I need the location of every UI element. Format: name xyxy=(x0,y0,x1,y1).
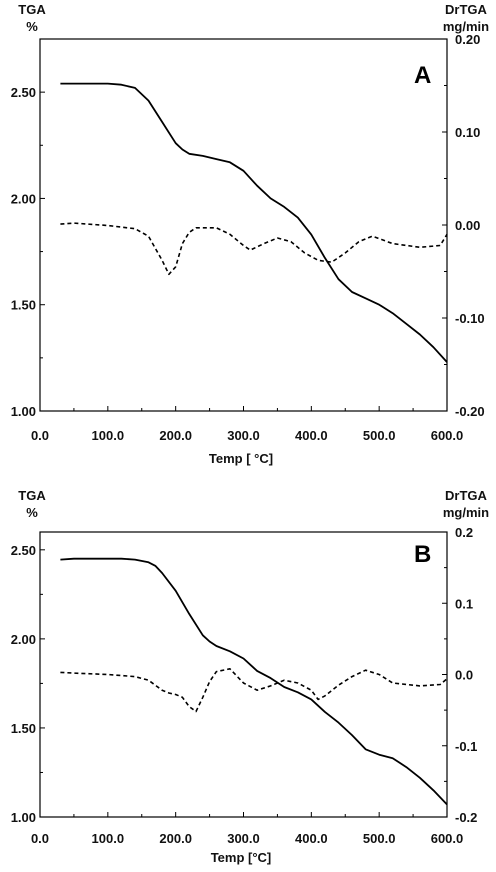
panel-a-drtga-curve xyxy=(60,222,448,276)
panel-b-y-right-tick-label: 0.0 xyxy=(455,668,473,683)
panel-b-y-right-tick-label: -0.1 xyxy=(455,739,477,754)
panel-a-y-left-tick-label: 2.50 xyxy=(11,85,36,100)
panel-b: TGA % DrTGA mg/min B Temp [°C] xyxy=(18,488,489,865)
panel-b-left-axis-title-line2: % xyxy=(26,505,38,520)
panel-a-y-right-tick-label: 0.10 xyxy=(455,125,480,140)
panel-b-x-tick-label: 200.0 xyxy=(159,831,192,846)
panel-a-y-right-tick-label: -0.10 xyxy=(455,311,485,326)
panel-b-right-axis-title-line1: DrTGA xyxy=(445,488,488,503)
panel-b-x-axis-title: Temp [°C] xyxy=(211,850,272,865)
panel-a-x-tick-label: 100.0 xyxy=(92,428,125,443)
panel-b-drtga-curve xyxy=(60,667,448,713)
panel-a-y-right-tick-label: 0.00 xyxy=(455,218,480,233)
panel-b-x-tick-label: 600.0 xyxy=(431,831,464,846)
panel-a-plot-frame xyxy=(39,38,448,412)
panel-b-y-right-tick-label: 0.1 xyxy=(455,596,473,611)
panel-a-y-left-tick-label: 2.00 xyxy=(11,191,36,206)
panel-b-y-left-tick-label: 2.50 xyxy=(11,543,36,558)
panel-b-x-tick-label: 500.0 xyxy=(363,831,396,846)
panel-b-letter: B xyxy=(414,541,431,568)
panel-b-x-tick-label: 0.0 xyxy=(31,831,49,846)
panel-a-y-right-tick-label: 0.20 xyxy=(455,32,480,47)
panel-a-x-tick-label: 500.0 xyxy=(363,428,396,443)
panel-a-x-tick-label: 300.0 xyxy=(227,428,260,443)
panel-b-y-right-tick-label: -0.2 xyxy=(455,810,477,825)
panel-a-left-axis-title-line1: TGA xyxy=(18,2,46,17)
panel-b-y-right-tick-label: 0.2 xyxy=(455,525,473,540)
panel-a-letter: A xyxy=(414,62,431,89)
panel-b-right-axis-title-line2: mg/min xyxy=(443,505,489,520)
panel-b-y-left-tick-label: 1.50 xyxy=(11,721,36,736)
panel-a-x-tick-label: 0.0 xyxy=(31,428,49,443)
panel-b-x-tick-label: 400.0 xyxy=(295,831,328,846)
panel-b-x-tick-label: 100.0 xyxy=(92,831,125,846)
panel-a-y-right-tick-label: -0.20 xyxy=(455,404,485,419)
panel-a-x-tick-label: 400.0 xyxy=(295,428,328,443)
panel-a: TGA % DrTGA mg/min A Temp [ °C] xyxy=(18,2,489,466)
panel-a-y-left-tick-label: 1.50 xyxy=(11,298,36,313)
panel-b-plot: 0.0 100.0 200.0 300.0 400.0 500.0 600.0 1.00 1.5… xyxy=(11,525,478,846)
panel-b-y-left-tick-label: 1.00 xyxy=(11,810,36,825)
panel-b-y-left-tick-label: 2.00 xyxy=(11,632,36,647)
panel-a-y-left-tick-label: 1.00 xyxy=(11,404,36,419)
panel-a-tga-curve xyxy=(60,82,448,363)
panel-b-plot-frame xyxy=(39,531,448,818)
panel-b-left-axis-title-line1: TGA xyxy=(18,488,46,503)
panel-a-right-axis-title-line1: DrTGA xyxy=(445,2,488,17)
panel-a-x-axis-title: Temp [ °C] xyxy=(209,451,273,466)
panel-a-x-tick-label: 600.0 xyxy=(431,428,464,443)
panel-b-tga-curve xyxy=(60,557,448,806)
panel-a-x-tick-label: 200.0 xyxy=(159,428,192,443)
panel-a-plot: 0.0 100.0 200.0 300.0 400.0 500.0 600.0 1.00 1.5… xyxy=(11,32,485,443)
panel-a-right-axis-title-line2: mg/min xyxy=(443,19,489,34)
panel-a-left-axis-title-line2: % xyxy=(26,19,38,34)
panel-b-x-tick-label: 300.0 xyxy=(227,831,260,846)
